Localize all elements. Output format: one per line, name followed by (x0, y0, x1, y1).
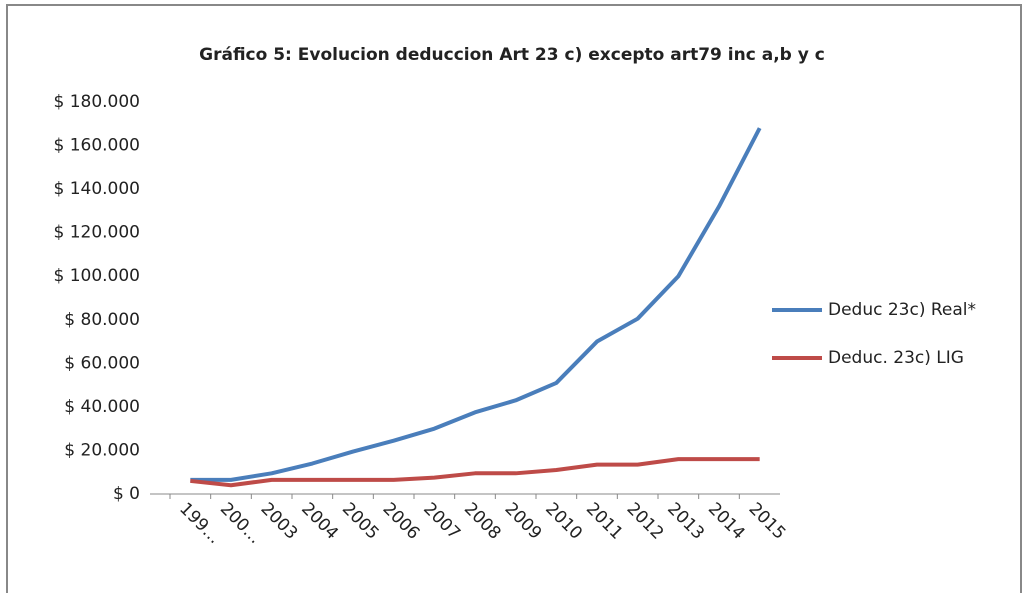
y-tick-label: $ 160.000 (53, 136, 140, 156)
y-tick-label: $ 120.000 (53, 223, 140, 243)
y-tick-label: $ 100.000 (53, 266, 140, 286)
y-tick-label: $ 0 (113, 484, 140, 504)
y-tick-label: $ 20.000 (64, 440, 140, 460)
series-line (190, 127, 762, 482)
chart-frame (6, 4, 1022, 593)
y-tick-label: $ 140.000 (53, 179, 140, 199)
y-tick-label: $ 40.000 (64, 397, 140, 417)
legend-label: Deduc. 23c) LIG (828, 348, 964, 368)
y-tick-label: $ 180.000 (53, 92, 140, 112)
y-tick-label: $ 80.000 (64, 310, 140, 330)
y-tick-label: $ 60.000 (64, 353, 140, 373)
legend-label: Deduc 23c) Real* (828, 300, 976, 320)
series-line (190, 457, 760, 488)
chart-title: Gráfico 5: Evolucion deduccion Art 23 c)… (199, 45, 825, 65)
